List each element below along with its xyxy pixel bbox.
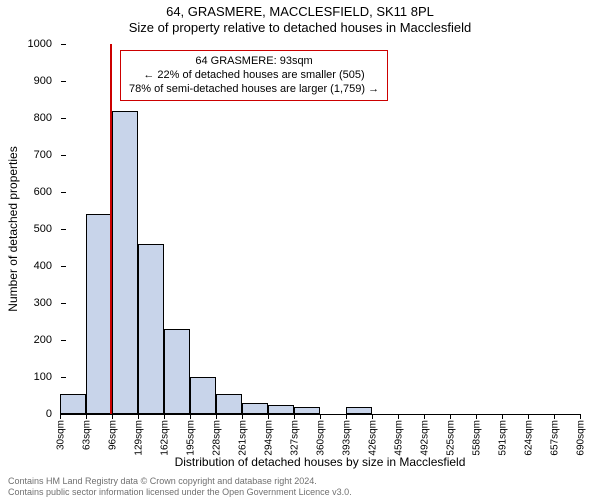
footer: Contains HM Land Registry data © Crown c…: [8, 476, 352, 497]
x-tick-mark: [268, 414, 269, 419]
x-tick: 195sqm: [184, 420, 197, 456]
footer-line-2: Contains public sector information licen…: [8, 487, 352, 497]
histogram-bar: [268, 405, 294, 414]
annotation-line-1: 64 GRASMERE: 93sqm: [129, 55, 379, 69]
x-tick-mark: [216, 414, 217, 419]
histogram-bar: [190, 377, 216, 414]
y-tick: 1000: [12, 38, 60, 50]
x-tick: 393sqm: [340, 420, 353, 456]
address-line: 64, GRASMERE, MACCLESFIELD, SK11 8PL: [0, 4, 600, 19]
histogram-bar: [138, 244, 164, 414]
x-tick-mark: [60, 414, 61, 419]
x-tick-mark: [164, 414, 165, 419]
x-tick: 129sqm: [132, 420, 145, 456]
x-tick: 690sqm: [574, 420, 587, 456]
y-tick: 400: [12, 260, 60, 272]
histogram-bar: [60, 394, 86, 414]
x-tick: 327sqm: [288, 420, 301, 456]
page: 64, GRASMERE, MACCLESFIELD, SK11 8PL Siz…: [0, 0, 600, 500]
x-tick-mark: [528, 414, 529, 419]
x-axis-label: Distribution of detached houses by size …: [60, 455, 580, 469]
y-tick: 800: [12, 112, 60, 124]
x-tick: 261sqm: [236, 420, 249, 456]
x-tick-mark: [112, 414, 113, 419]
y-tick: 300: [12, 297, 60, 309]
plot-area: 64 GRASMERE: 93sqm ← 22% of detached hou…: [60, 44, 580, 415]
property-marker-line: [110, 44, 112, 414]
histogram-bar: [242, 403, 268, 414]
x-tick: 228sqm: [210, 420, 223, 456]
y-tick: 900: [12, 75, 60, 87]
x-tick-mark: [372, 414, 373, 419]
x-tick-mark: [424, 414, 425, 419]
annotation-line-2: ← 22% of detached houses are smaller (50…: [129, 69, 379, 83]
x-tick: 657sqm: [548, 420, 561, 456]
x-tick-mark: [242, 414, 243, 419]
annotation-box: 64 GRASMERE: 93sqm ← 22% of detached hou…: [120, 50, 388, 101]
y-tick: 100: [12, 371, 60, 383]
annotation-line-3: 78% of semi-detached houses are larger (…: [129, 83, 379, 97]
x-tick-mark: [580, 414, 581, 419]
footer-line-1: Contains HM Land Registry data © Crown c…: [8, 476, 352, 486]
x-tick-mark: [138, 414, 139, 419]
histogram-bar: [164, 329, 190, 414]
x-tick-mark: [320, 414, 321, 419]
x-tick: 360sqm: [314, 420, 327, 456]
x-tick-mark: [86, 414, 87, 419]
x-tick: 63sqm: [80, 420, 93, 450]
y-tick: 0: [12, 408, 60, 420]
histogram-bar: [216, 394, 242, 414]
x-tick: 624sqm: [522, 420, 535, 456]
x-tick: 558sqm: [470, 420, 483, 456]
y-tick: 200: [12, 334, 60, 346]
y-tick: 700: [12, 149, 60, 161]
x-tick: 492sqm: [418, 420, 431, 456]
x-tick-mark: [476, 414, 477, 419]
x-tick-mark: [346, 414, 347, 419]
x-tick: 96sqm: [106, 420, 119, 450]
x-tick: 426sqm: [366, 420, 379, 456]
x-tick: 459sqm: [392, 420, 405, 456]
histogram-bar: [86, 214, 112, 414]
histogram-bar: [294, 407, 320, 414]
x-tick: 162sqm: [158, 420, 171, 456]
x-tick-mark: [502, 414, 503, 419]
x-tick: 591sqm: [496, 420, 509, 456]
x-tick: 525sqm: [444, 420, 457, 456]
y-tick: 600: [12, 186, 60, 198]
x-tick-mark: [554, 414, 555, 419]
x-tick: 294sqm: [262, 420, 275, 456]
chart-title: Size of property relative to detached ho…: [0, 20, 600, 35]
histogram-bar: [346, 407, 372, 414]
x-tick-mark: [190, 414, 191, 419]
x-tick-mark: [450, 414, 451, 419]
x-tick-mark: [294, 414, 295, 419]
x-tick-mark: [398, 414, 399, 419]
histogram-bar: [112, 111, 138, 414]
x-tick: 30sqm: [54, 420, 67, 450]
y-tick: 500: [12, 223, 60, 235]
